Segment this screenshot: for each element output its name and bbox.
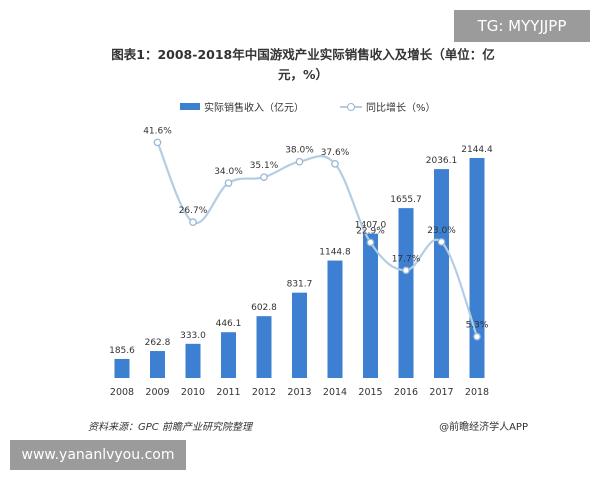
growth-point-2014 (331, 159, 339, 168)
growth-point-2018 (473, 332, 481, 341)
legend-item-growth: 同比增长（%） (340, 99, 436, 114)
x-tick-label-2009: 2009 (145, 387, 169, 398)
growth-value-label-2015: 22.9% (356, 226, 385, 236)
x-tick-label-2013: 2013 (287, 387, 311, 398)
bar-2013 (292, 292, 307, 378)
x-tick-label-2015: 2015 (358, 387, 382, 398)
growth-point-2015 (366, 238, 375, 247)
growth-value-label-2012: 35.1% (250, 161, 279, 171)
bar-value-label-2011: 446.1 (216, 319, 242, 329)
growth-value-label-2010: 26.7% (179, 206, 208, 216)
bar-value-label-2014: 1144.8 (319, 248, 351, 258)
watermark-top: TG: MYYJJPP (454, 10, 590, 42)
growth-point-2012 (260, 173, 268, 182)
growth-point-2011 (224, 179, 233, 187)
bar-2011 (221, 332, 236, 378)
x-tick-label-2010: 2010 (181, 387, 205, 398)
bar-2014 (327, 260, 343, 378)
bar-2012 (256, 316, 272, 378)
bar-value-label-2017: 2036.1 (426, 156, 458, 166)
legend-label-growth: 同比增长（%） (366, 103, 436, 114)
growth-value-label-2009: 41.6% (143, 126, 172, 136)
growth-value-label-2013: 38.0% (285, 146, 314, 156)
x-tick-label-2018: 2018 (465, 387, 489, 398)
growth-value-label-2011: 34.0% (214, 167, 243, 177)
credit-note: @前瞻经济学人APP (439, 422, 528, 433)
chart-title: 图表1：2008-2018年中国游戏产业实际销售收入及增长（单位：亿元，%） (111, 47, 495, 82)
x-tick-label-2011: 2011 (216, 387, 240, 398)
bar-2015 (363, 233, 378, 378)
growth-point-2017 (437, 238, 446, 246)
watermark-bottom: www.yananlvyou.com (10, 440, 186, 470)
bar-value-label-2012: 602.8 (251, 303, 277, 313)
growth-value-label-2014: 37.6% (321, 148, 350, 158)
growth-point-2016 (402, 266, 410, 275)
legend-label-revenue: 实际销售收入（亿元） (204, 103, 304, 114)
x-tick-label-2016: 2016 (394, 387, 418, 398)
legend-item-revenue: 实际销售收入（亿元） (180, 99, 304, 114)
growth-value-label-2016: 17.7% (392, 254, 421, 264)
x-tick-label-2008: 2008 (110, 387, 134, 398)
growth-line (156, 141, 479, 338)
bar-2010 (185, 343, 201, 378)
bar-value-label-2010: 333.0 (180, 331, 206, 341)
x-tick-label-2012: 2012 (252, 387, 276, 398)
bar-value-label-2016: 1655.7 (390, 195, 422, 205)
growth-value-label-2018: 5.3% (466, 321, 489, 331)
bar-2009 (150, 351, 165, 378)
legend-bar-swatch (180, 103, 200, 110)
bar-2008 (114, 358, 130, 378)
chart-legend: 实际销售收入（亿元） 同比增长（%） (0, 99, 600, 115)
bar-2018 (469, 158, 485, 378)
growth-value-label-2017: 23.0% (427, 226, 456, 236)
bar-value-label-2013: 831.7 (287, 280, 313, 290)
bar-value-label-2018: 2144.4 (461, 145, 493, 155)
legend-line-swatch (340, 102, 362, 112)
growth-point-2009 (153, 138, 162, 147)
source-note: 资料来源：GPC 前瞻产业研究院整理 (88, 422, 252, 433)
bar-2016 (398, 208, 414, 378)
x-tick-label-2017: 2017 (429, 387, 453, 398)
growth-point-2013 (295, 157, 304, 166)
bar-value-label-2015: 1407.0 (355, 221, 387, 231)
x-tick-label-2014: 2014 (323, 387, 347, 398)
growth-point-2010 (189, 218, 197, 227)
bar-value-label-2009: 262.8 (145, 338, 171, 348)
bar-value-label-2008: 185.6 (109, 346, 135, 356)
bar-2017 (434, 169, 449, 378)
